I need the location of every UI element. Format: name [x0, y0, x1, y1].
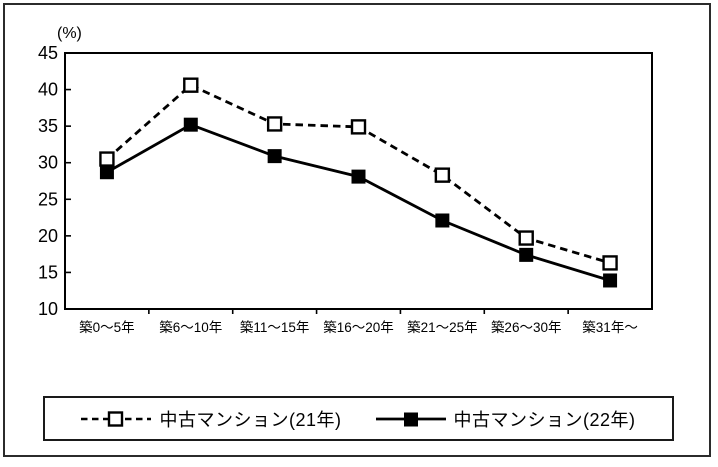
data-point-filled-square: [267, 149, 282, 164]
y-tick-label: 40: [38, 80, 58, 100]
legend-box: 中古マンション(21年) 中古マンション(22年): [43, 396, 674, 441]
legend-entry-21: 中古マンション(21年): [81, 406, 341, 432]
y-tick-label: 30: [38, 153, 58, 173]
data-point-open-square: [350, 119, 367, 135]
plot-border: [64, 52, 653, 310]
data-point-filled-square: [351, 169, 366, 184]
y-tick-label: 15: [38, 262, 58, 282]
outer-frame: [3, 3, 711, 457]
legend-line-dashed-icon: [81, 410, 152, 427]
data-point-open-square: [266, 116, 283, 132]
y-tick-label: 10: [38, 299, 58, 319]
data-point-open-square: [434, 167, 451, 183]
data-point-open-square: [518, 230, 534, 246]
x-tick-label: 築31年～: [582, 320, 638, 335]
data-point-filled-square: [183, 117, 198, 132]
y-tick-label: 20: [38, 226, 58, 246]
x-tick-label: 築26～30年: [491, 320, 562, 335]
legend-label-22: 中古マンション(22年): [453, 409, 636, 430]
data-point-open-square: [602, 255, 618, 271]
x-tick-label: 築6～10年: [159, 320, 222, 335]
legend-line-solid-icon: [375, 412, 446, 426]
x-tick-label: 築16～20年: [323, 320, 394, 335]
data-point-filled-square: [99, 165, 114, 180]
y-tick-label: 25: [38, 189, 58, 209]
data-point-open-square: [99, 151, 115, 167]
data-point-filled-square: [519, 247, 534, 262]
legend-entry-22: 中古マンション(22年): [375, 406, 636, 432]
line-chart: (%)45 40 35 30 25 20 15 10 築0～5年 築6～10年 築11～15年 築16…: [38, 25, 653, 335]
series-line-2: [106, 123, 611, 282]
y-axis-unit-label: (%): [57, 25, 82, 42]
data-point-open-square: [183, 77, 199, 93]
data-point-filled-square: [435, 213, 450, 228]
x-tick-label: 築0～5年: [79, 320, 135, 335]
legend-label-21: 中古マンション(21年): [159, 409, 342, 430]
y-tick-label: 35: [38, 116, 58, 136]
x-tick-label: 築21～25年: [407, 320, 478, 335]
x-tick-label: 築11～15年: [240, 320, 310, 335]
y-tick-label: 45: [38, 43, 58, 63]
data-point-filled-square: [603, 273, 618, 288]
